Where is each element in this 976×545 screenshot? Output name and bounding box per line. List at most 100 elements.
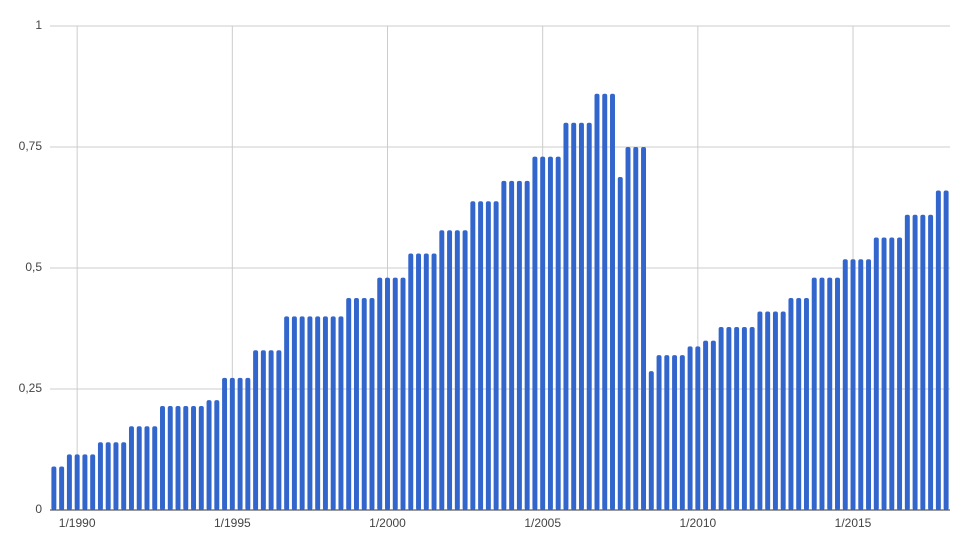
bar <box>222 377 228 510</box>
bar <box>90 454 96 510</box>
bar <box>819 277 825 510</box>
bar <box>749 327 755 510</box>
bar <box>679 355 685 510</box>
bar <box>245 377 251 510</box>
bar <box>501 180 507 510</box>
bar <box>113 442 119 510</box>
bar <box>330 316 336 510</box>
bar <box>943 190 949 510</box>
bar <box>447 230 453 511</box>
bar <box>431 253 437 511</box>
bar <box>361 298 367 510</box>
y-tick-label: 0,5 <box>25 260 42 274</box>
bar <box>214 400 220 510</box>
bar <box>610 93 615 510</box>
bar <box>454 230 460 511</box>
x-tick-label: 1/2010 <box>679 516 716 530</box>
x-tick-label: 1/2000 <box>369 516 406 530</box>
bar <box>66 454 72 510</box>
bar <box>772 311 778 510</box>
bar <box>889 237 895 510</box>
bar <box>369 298 375 510</box>
bar <box>757 311 763 510</box>
bar <box>408 253 414 511</box>
bar <box>703 340 709 510</box>
bar <box>462 230 468 511</box>
bar <box>276 350 282 510</box>
bar <box>74 454 80 510</box>
bar <box>315 316 321 510</box>
bar <box>470 201 476 510</box>
bar <box>578 122 584 511</box>
bar <box>873 237 879 510</box>
bar <box>346 298 352 510</box>
bar <box>586 122 592 511</box>
bar <box>935 190 941 510</box>
bar <box>59 466 65 510</box>
bar <box>284 316 290 510</box>
bar <box>765 311 771 510</box>
bar <box>338 316 344 510</box>
bar <box>128 426 134 510</box>
bar <box>392 277 398 510</box>
bar <box>51 466 57 510</box>
bar <box>904 214 910 510</box>
bar <box>175 405 181 510</box>
bar <box>198 405 204 510</box>
bar <box>206 400 212 510</box>
bar <box>842 259 848 510</box>
bar <box>105 442 111 510</box>
x-tick-label: 1/2005 <box>524 516 561 530</box>
bar <box>571 122 577 511</box>
bar <box>540 156 546 510</box>
bar <box>377 277 383 510</box>
bar <box>602 93 608 510</box>
bar <box>322 316 328 510</box>
bar <box>478 201 484 510</box>
bar <box>881 237 887 510</box>
bar <box>563 122 569 511</box>
y-tick-label: 0,75 <box>19 139 43 153</box>
bar <box>928 214 934 510</box>
bar <box>400 277 406 510</box>
bar <box>866 259 872 510</box>
y-tick-label: 0 <box>35 502 42 516</box>
bar <box>353 298 359 510</box>
bar <box>416 253 422 511</box>
bar <box>695 346 701 510</box>
bar <box>734 327 740 510</box>
bar <box>385 277 390 510</box>
bar <box>152 426 158 510</box>
bar <box>656 355 662 510</box>
bar <box>648 371 654 510</box>
bar <box>183 405 189 510</box>
bar <box>516 180 522 510</box>
bar <box>796 298 802 510</box>
bar <box>493 201 499 510</box>
bar <box>229 377 235 510</box>
bar <box>827 277 833 510</box>
bar <box>532 156 538 510</box>
bar <box>555 156 561 510</box>
bar <box>811 277 817 510</box>
bar <box>423 253 429 511</box>
bar <box>726 327 732 510</box>
bar <box>485 201 491 510</box>
y-tick-label: 0,25 <box>19 381 43 395</box>
bar <box>524 180 530 510</box>
bar <box>268 350 274 510</box>
bar <box>897 237 903 510</box>
bar <box>912 214 918 510</box>
bar <box>641 147 647 510</box>
bar <box>136 426 142 510</box>
bar <box>237 377 243 510</box>
x-tick-label: 1/2015 <box>835 516 872 530</box>
bar <box>299 316 305 510</box>
x-tick-label: 1/1990 <box>59 516 96 530</box>
bar <box>687 346 693 510</box>
bar <box>920 214 926 510</box>
bar <box>858 259 864 510</box>
bar <box>253 350 259 510</box>
